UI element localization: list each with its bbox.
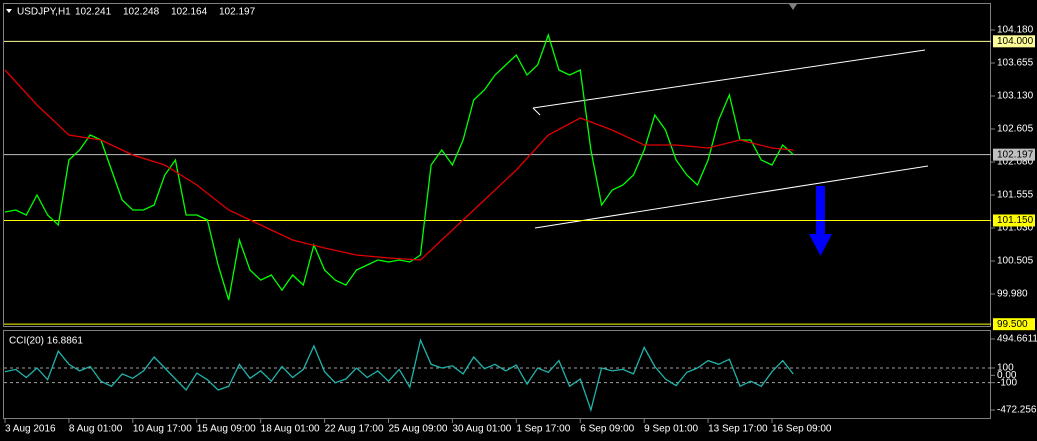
level-label-bg <box>993 318 1035 331</box>
ohlc-value: 102.197 <box>219 7 256 18</box>
y-tick-label: 99.980 <box>997 289 1028 300</box>
y-tick-label: 102.605 <box>997 124 1034 135</box>
y-tick-label: 101.030 <box>997 223 1034 234</box>
level-label: 102.197 <box>997 149 1034 160</box>
series-line <box>4 69 794 261</box>
y-tick-label: 101.555 <box>997 190 1034 201</box>
level-label: 99.500 <box>997 319 1028 330</box>
x-tick-label: 3 Aug 2016 <box>5 424 56 435</box>
cci-title: CCI(20) 16.8861 <box>9 336 83 347</box>
x-tick-label: 22 Aug 17:00 <box>325 424 384 435</box>
symbol: USDJPY,H1 <box>17 7 71 18</box>
y-tick-label: 104.180 <box>997 25 1034 36</box>
shift-marker <box>789 4 797 10</box>
ohlc-value: 102.241 <box>75 7 112 18</box>
level-label-bg <box>993 214 1035 227</box>
x-tick-label: 15 Aug 09:00 <box>197 424 256 435</box>
series-line <box>4 338 794 413</box>
price-panel-border <box>3 3 991 327</box>
x-tick-label: 10 Aug 17:00 <box>133 424 192 435</box>
cci-y-tick-label: 0.00 <box>997 370 1017 381</box>
x-tick-label: 8 Aug 01:00 <box>69 424 123 435</box>
channel-lower <box>534 165 929 229</box>
level-label-bg <box>993 148 1035 161</box>
ohlc-value: 102.248 <box>123 7 160 18</box>
y-tick-label: 100.505 <box>997 256 1034 267</box>
symbol-title: USDJPY,H1 <box>17 7 71 18</box>
x-tick-label: 25 Aug 09:00 <box>389 424 448 435</box>
x-tick-label: 9 Sep 01:00 <box>644 424 698 435</box>
x-tick-label: 30 Aug 01:00 <box>452 424 511 435</box>
level-label-bg <box>993 35 1035 48</box>
series-line <box>4 32 794 301</box>
ohlc-value: 102.164 <box>171 7 208 18</box>
y-tick-label: 102.080 <box>997 157 1034 168</box>
cci-y-tick-label: -472.2561 <box>997 405 1037 416</box>
down-arrow <box>809 186 832 256</box>
channel-upper <box>532 49 926 109</box>
y-tick-label: 103.655 <box>997 58 1034 69</box>
cci-y-tick-label: 494.6611 <box>997 334 1037 345</box>
x-tick-label: 13 Sep 17:00 <box>708 424 768 435</box>
x-tick-label: 1 Sep 17:00 <box>516 424 570 435</box>
x-tick-label: 16 Sep 09:00 <box>772 424 832 435</box>
y-tick-label: 103.130 <box>997 91 1034 102</box>
x-tick-label: 18 Aug 01:00 <box>261 424 320 435</box>
arrow-shaft <box>816 186 825 236</box>
level-label: 101.150 <box>997 215 1034 226</box>
x-tick-label: 6 Sep 09:00 <box>580 424 634 435</box>
menu-arrow[interactable] <box>6 9 12 13</box>
cci-panel-border <box>3 330 991 419</box>
level-label: 104.000 <box>997 36 1034 47</box>
arrow-head <box>809 234 832 256</box>
cci-y-tick-label: -100 <box>997 377 1017 388</box>
channel-stub <box>532 107 541 116</box>
cci-y-tick-label: 100 <box>997 363 1014 374</box>
